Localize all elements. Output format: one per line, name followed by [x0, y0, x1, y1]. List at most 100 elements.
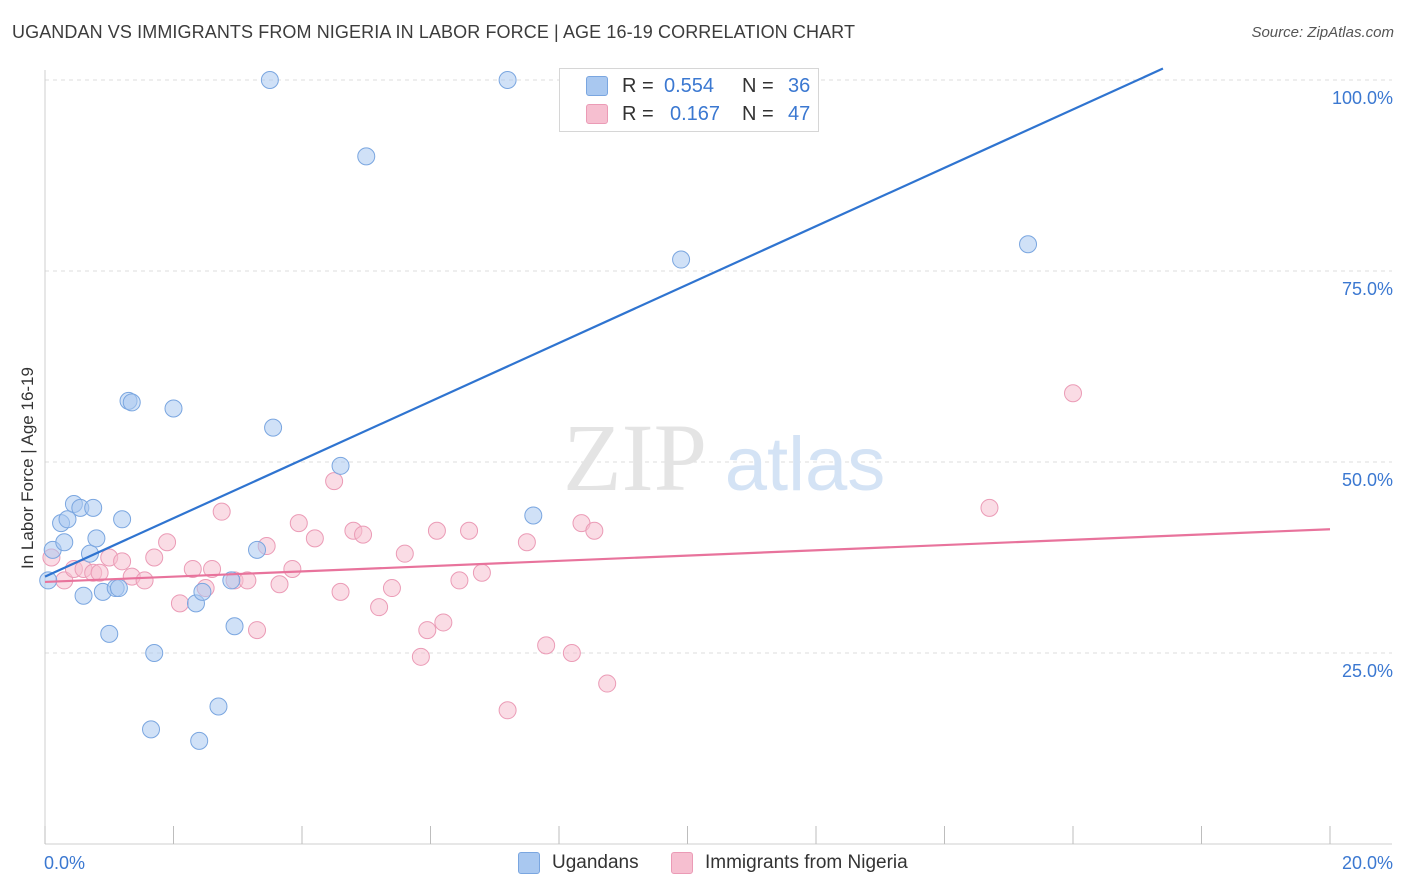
legend-swatch-pink	[586, 104, 608, 124]
ugandans-point	[74, 586, 93, 605]
ugandans-point	[109, 579, 128, 598]
ugandans-point	[248, 540, 267, 559]
ugandans-point	[225, 617, 244, 636]
series-ugandans-points	[39, 71, 1038, 750]
nigeria-point	[283, 559, 302, 578]
nigeria-point	[537, 636, 556, 655]
ugandans-point	[498, 71, 517, 89]
x-tick-label: 20.0%	[1342, 853, 1393, 873]
axes	[44, 70, 1392, 845]
ugandans-point	[672, 250, 691, 269]
legend-n-label: N =	[742, 102, 774, 125]
legend-r-label: R =	[622, 102, 654, 125]
legend-row-nigeria: R = 0.167 N = 47	[560, 101, 860, 127]
nigeria-point	[395, 544, 414, 563]
nigeria-point	[598, 674, 617, 693]
nigeria-point	[434, 613, 453, 632]
chart-title: UGANDAN VS IMMIGRANTS FROM NIGERIA IN LA…	[12, 22, 856, 42]
ugandans-point	[357, 147, 376, 166]
trend-lines	[44, 67, 1331, 584]
legend-row-ugandans: R = 0.554 N = 36	[560, 73, 860, 99]
watermark-zip: ZIP	[563, 404, 707, 511]
nigeria-point	[1064, 384, 1082, 403]
legend-swatch-blue	[586, 76, 608, 96]
nigeria-point	[90, 563, 109, 582]
nigeria-point	[472, 563, 491, 582]
y-tick-label: 50.0%	[1342, 470, 1393, 490]
nigeria-point	[212, 502, 231, 521]
nigeria-point	[331, 582, 350, 601]
nigeria-point	[382, 579, 401, 598]
nigeria-point	[289, 514, 308, 533]
legend-label-nigeria: Immigrants from Nigeria	[705, 852, 908, 873]
nigeria-point	[562, 644, 581, 662]
nigeria-point	[145, 548, 164, 567]
nigeria-point	[270, 575, 289, 594]
legend-item-nigeria[interactable]: Immigrants from Nigeria	[671, 852, 908, 874]
ugandans-point	[524, 506, 543, 525]
ugandans-point	[222, 571, 241, 590]
ugandans-point	[145, 644, 164, 662]
series-nigeria-points	[42, 384, 1082, 720]
ugandans-point	[260, 71, 279, 89]
legend-swatch-blue	[518, 852, 540, 874]
nigeria-point	[585, 521, 604, 540]
ugandans-point	[113, 510, 132, 529]
x-tick-label: 0.0%	[44, 853, 85, 873]
ugandans-point	[55, 533, 74, 552]
legend-n-label: N =	[742, 74, 774, 97]
nigeria-point	[980, 498, 999, 517]
legend-swatch-pink	[671, 852, 693, 874]
legend-item-ugandans[interactable]: Ugandans	[518, 852, 639, 874]
ugandans-trendline	[44, 67, 1164, 578]
nigeria-point	[418, 621, 437, 640]
ugandans-point	[190, 731, 209, 750]
watermark: ZIP atlas	[563, 404, 885, 511]
ugandans-point	[193, 582, 212, 601]
series-legend: Ugandans Immigrants from Nigeria	[0, 852, 1406, 876]
legend-label-ugandans: Ugandans	[552, 852, 639, 873]
ugandans-point	[142, 720, 161, 739]
watermark-atlas: atlas	[725, 422, 886, 507]
legend-r-value: 0.554	[664, 74, 715, 97]
ugandans-point	[264, 418, 283, 437]
grid-lines	[45, 79, 1392, 654]
ugandans-point	[209, 697, 228, 716]
y-tick-label: 75.0%	[1342, 279, 1393, 299]
ugandans-point	[84, 498, 103, 517]
nigeria-point	[427, 521, 446, 540]
nigeria-point	[158, 533, 177, 552]
legend-r-value: 0.167	[670, 102, 721, 125]
nigeria-point	[370, 598, 389, 617]
nigeria-point	[411, 647, 430, 666]
nigeria-point	[460, 521, 479, 540]
nigeria-trendline	[44, 528, 1331, 584]
nigeria-point	[305, 529, 324, 548]
stats-legend: R = 0.554 N = 36 R = 0.167 N = 47	[559, 68, 819, 132]
y-tick-label: 100.0%	[1332, 88, 1393, 108]
nigeria-point	[354, 525, 373, 544]
ugandans-point	[58, 510, 77, 529]
ugandans-point	[122, 393, 141, 412]
nigeria-point	[248, 621, 267, 640]
ugandans-point	[164, 399, 183, 418]
nigeria-point	[498, 701, 517, 720]
y-tick-label: 25.0%	[1342, 661, 1393, 681]
nigeria-point	[325, 472, 344, 491]
ugandans-point	[1019, 235, 1038, 254]
ugandans-point	[100, 624, 119, 643]
chart-source: Source: ZipAtlas.com	[1251, 24, 1394, 41]
legend-n-value: 36	[788, 74, 811, 97]
nigeria-point	[450, 571, 469, 590]
nigeria-point	[113, 552, 132, 571]
tick-labels: 25.0% 50.0% 75.0% 100.0% 0.0% 20.0%	[44, 88, 1393, 873]
nigeria-point	[517, 533, 536, 552]
nigeria-point	[135, 571, 154, 590]
y-axis-label: In Labor Force | Age 16-19	[18, 367, 37, 569]
ugandans-point	[331, 456, 350, 475]
legend-r-label: R =	[622, 74, 654, 97]
ugandans-point	[87, 529, 106, 548]
nigeria-point	[203, 559, 222, 578]
nigeria-point	[170, 594, 189, 613]
